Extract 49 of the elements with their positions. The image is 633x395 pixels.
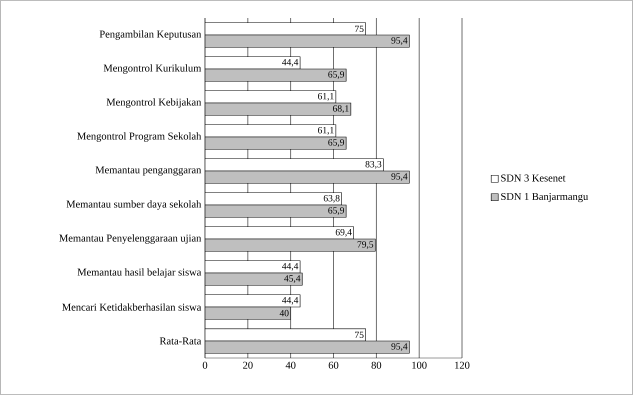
x-tick-label: 100 bbox=[412, 362, 427, 369]
text: SDN 3 Kesenet bbox=[501, 174, 566, 182]
data-label: 44,4 bbox=[282, 263, 298, 271]
legend-label: SDN 1 Banjarmangu bbox=[501, 193, 588, 202]
y-tick-label: Mengontrol Kurikulum bbox=[104, 64, 202, 74]
data-label: 63,8 bbox=[324, 195, 340, 203]
x-tick-label: 120 bbox=[455, 362, 470, 369]
data-label: 79,5 bbox=[358, 241, 374, 249]
x-tick-label: 80 bbox=[372, 362, 382, 369]
data-label: 61,1 bbox=[318, 93, 334, 101]
bar bbox=[205, 136, 346, 150]
bar bbox=[205, 272, 303, 286]
y-tick-label: Mencari Ketidakberhasilan siswa bbox=[62, 303, 202, 311]
x-tick-label: 0 bbox=[202, 362, 208, 369]
data-label: 95,4 bbox=[391, 343, 408, 351]
bar bbox=[205, 340, 410, 354]
y-tick-label: Memantau Penyelenggaraan ujian bbox=[59, 234, 202, 244]
data-label: 45,4 bbox=[284, 275, 300, 283]
data-label: 44,4 bbox=[282, 59, 298, 67]
data-label: 65,9 bbox=[328, 139, 344, 147]
bar bbox=[205, 306, 291, 320]
data-label: 75 bbox=[355, 332, 364, 338]
data-label: 83,3 bbox=[366, 161, 382, 169]
x-tick-label: 20 bbox=[243, 362, 253, 369]
data-label: 61,1 bbox=[318, 127, 334, 135]
data-label: 65,9 bbox=[328, 71, 344, 79]
data-label: 69,4 bbox=[336, 229, 352, 237]
bar bbox=[205, 102, 352, 116]
y-tick-label: Pengambilan Keputusan bbox=[100, 30, 202, 40]
data-label: 95,4 bbox=[391, 37, 408, 45]
data-label: 65,9 bbox=[328, 207, 344, 215]
bar bbox=[205, 34, 410, 48]
x-tick-label: 40 bbox=[286, 362, 296, 369]
y-tick-label: Memantau hasil belajar siswa bbox=[78, 268, 202, 278]
x-tick-label: 60 bbox=[328, 362, 338, 369]
y-tick-label: Mengontrol Program Sekolah bbox=[77, 132, 202, 142]
data-label: 75 bbox=[355, 26, 364, 32]
data-label: 44,4 bbox=[282, 297, 298, 305]
data-label: 95,4 bbox=[391, 173, 408, 181]
bar bbox=[205, 238, 376, 252]
data-label: 40 bbox=[280, 310, 289, 316]
data-label: 68,1 bbox=[333, 105, 349, 113]
y-tick-label: Mengontrol Kebijakan bbox=[106, 98, 202, 108]
y-tick-label: Memantau sumber daya sekolah bbox=[66, 200, 202, 210]
bar bbox=[205, 204, 346, 218]
bar bbox=[205, 170, 410, 184]
y-tick-label: Rata-Rata bbox=[160, 338, 202, 344]
bar bbox=[205, 68, 346, 82]
y-tick-label: Memantau penganggaran bbox=[96, 166, 202, 176]
